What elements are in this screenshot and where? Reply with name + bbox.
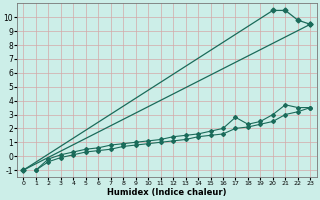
X-axis label: Humidex (Indice chaleur): Humidex (Indice chaleur): [107, 188, 227, 197]
